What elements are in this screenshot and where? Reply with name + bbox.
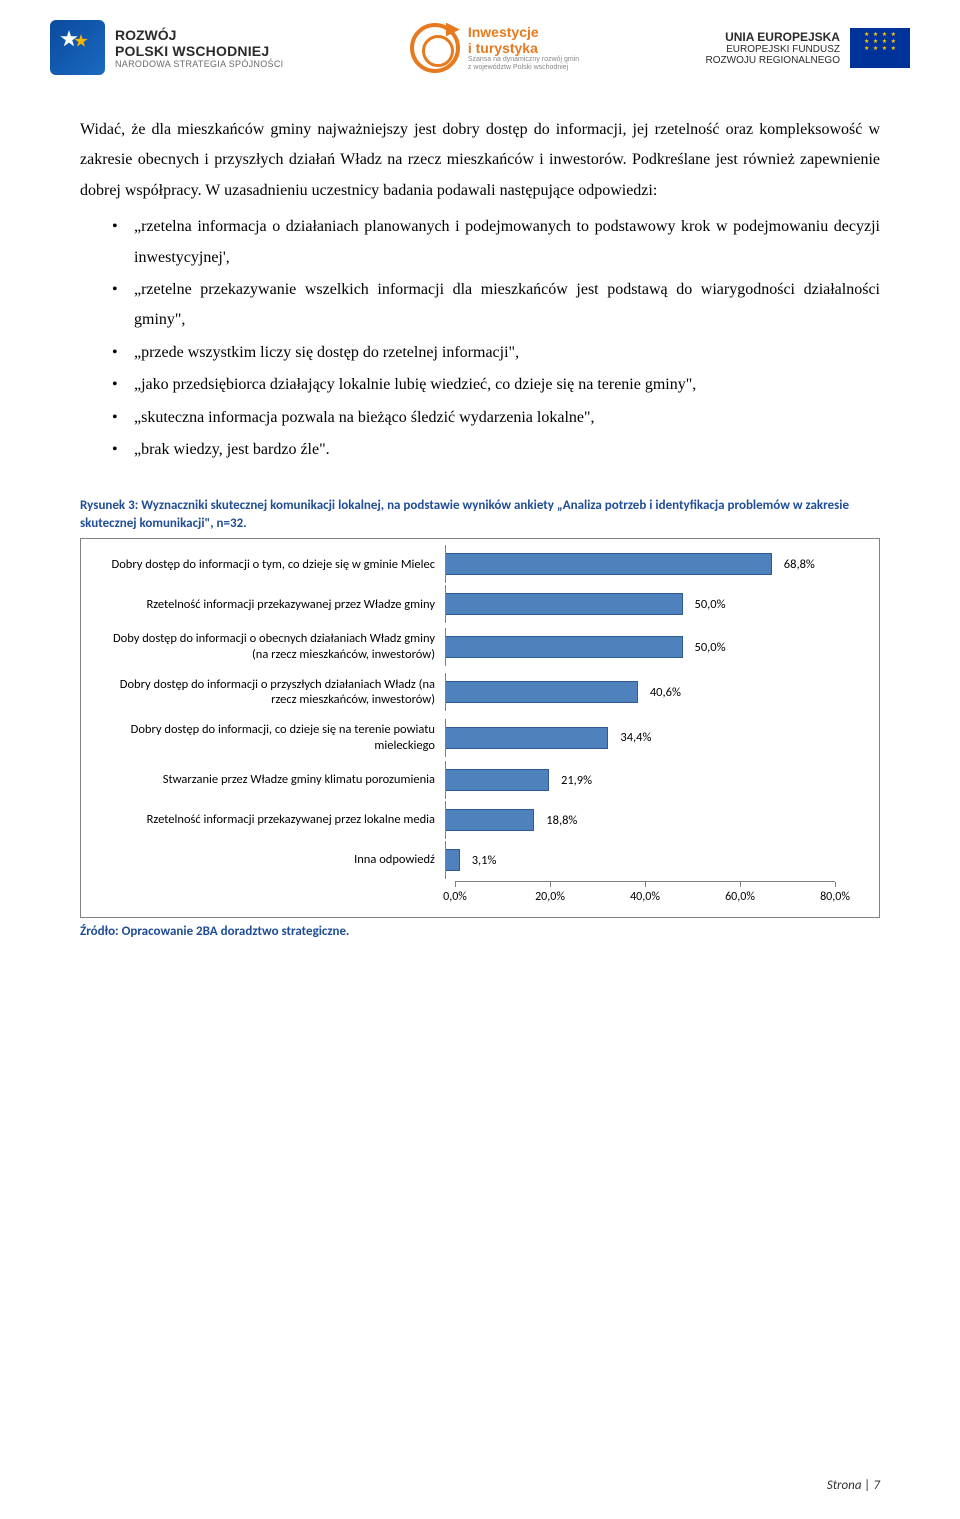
figure-caption: Rysunek 3: Wyznaczniki skutecznej komuni… bbox=[0, 467, 960, 538]
chart-bar-value: 3,1% bbox=[472, 853, 497, 868]
chart-bar-value: 50,0% bbox=[695, 597, 726, 612]
body-content: Widać, że dla mieszkańców gminy najważni… bbox=[0, 85, 960, 465]
logo-mid-text: Inwestycje i turystyka Szansa na dynamic… bbox=[468, 24, 579, 71]
chart-x-axis: 0,0%20,0%40,0%60,0%80,0% bbox=[455, 881, 835, 907]
eu-flag-icon bbox=[850, 28, 910, 68]
chart-zero-line bbox=[445, 801, 446, 839]
chart-tick-mark bbox=[645, 882, 646, 887]
chart-row: Doby dostęp do informacji o obecnych dzi… bbox=[95, 631, 865, 662]
stars-logo-icon bbox=[50, 20, 105, 75]
chart-bar-cell: 40,6% bbox=[445, 679, 865, 705]
logo-left-line2: POLSKI WSCHODNIEJ bbox=[115, 43, 283, 59]
page-header: ROZWÓJ POLSKI WSCHODNIEJ NARODOWA STRATE… bbox=[0, 0, 960, 85]
chart-row: Dobry dostęp do informacji o tym, co dzi… bbox=[95, 551, 865, 577]
chart-bar-value: 21,9% bbox=[561, 773, 592, 788]
chart-bar bbox=[445, 636, 683, 658]
chart-row: Dobry dostęp do informacji, co dzieje si… bbox=[95, 722, 865, 753]
chart-zero-line bbox=[445, 673, 446, 711]
chart-bar-value: 18,8% bbox=[546, 813, 577, 828]
chart-zero-line bbox=[445, 719, 446, 757]
chart-tick-mark bbox=[835, 882, 836, 887]
chart-bar bbox=[445, 681, 638, 703]
chart-bar-label: Stwarzanie przez Władze gminy klimatu po… bbox=[95, 772, 445, 788]
chart-bar bbox=[445, 769, 549, 791]
chart-row: Inna odpowiedź 3,1% bbox=[95, 847, 865, 873]
logo-right-text: UNIA EUROPEJSKA EUROPEJSKI FUNDUSZ ROZWO… bbox=[706, 30, 840, 66]
chart-tick-label: 0,0% bbox=[443, 890, 467, 904]
logo-mid-line3b: z województw Polski wschodniej bbox=[468, 64, 579, 72]
logo-right: UNIA EUROPEJSKA EUROPEJSKI FUNDUSZ ROZWO… bbox=[706, 28, 910, 68]
bullet-list: „rzetelna informacja o działaniach plano… bbox=[80, 212, 880, 465]
logo-left-text: ROZWÓJ POLSKI WSCHODNIEJ NARODOWA STRATE… bbox=[115, 27, 283, 69]
chart-bar-label: Rzetelność informacji przekazywanej prze… bbox=[95, 597, 445, 613]
chart-bar bbox=[445, 849, 460, 871]
chart-tick-mark bbox=[550, 882, 551, 887]
figure-source: Źródło: Opracowanie 2BA doradztwo strate… bbox=[0, 918, 960, 939]
intro-paragraph: Widać, że dla mieszkańców gminy najważni… bbox=[80, 115, 880, 206]
chart-bar-label: Dobry dostęp do informacji o przyszłych … bbox=[95, 677, 445, 708]
chart-bar-cell: 18,8% bbox=[445, 807, 865, 833]
bar-chart: Dobry dostęp do informacji o tym, co dzi… bbox=[80, 538, 880, 918]
chart-bar-label: Dobry dostęp do informacji, co dzieje si… bbox=[95, 722, 445, 753]
list-item: „przede wszystkim liczy się dostęp do rz… bbox=[112, 338, 880, 368]
chart-bar-cell: 68,8% bbox=[445, 551, 865, 577]
logo-right-line1: UNIA EUROPEJSKA bbox=[706, 30, 840, 44]
logo-mid-line3a: Szansa na dynamiczny rozwój gmin bbox=[468, 56, 579, 64]
logo-mid-line1: Inwestycje bbox=[468, 24, 579, 40]
list-item: „jako przedsiębiorca działający lokalnie… bbox=[112, 370, 880, 400]
chart-tick-mark bbox=[455, 882, 456, 887]
compass-logo-icon bbox=[410, 23, 460, 73]
chart-bar-cell: 3,1% bbox=[445, 847, 865, 873]
chart-zero-line bbox=[445, 545, 446, 583]
chart-tick-label: 80,0% bbox=[820, 890, 850, 904]
logo-middle: Inwestycje i turystyka Szansa na dynamic… bbox=[410, 23, 579, 73]
chart-row: Rzetelność informacji przekazywanej prze… bbox=[95, 807, 865, 833]
chart-bar-cell: 21,9% bbox=[445, 767, 865, 793]
logo-left-line3: NARODOWA STRATEGIA SPÓJNOŚCI bbox=[115, 59, 283, 69]
chart-bar-label: Inna odpowiedź bbox=[95, 852, 445, 868]
chart-bar-value: 50,0% bbox=[695, 640, 726, 655]
chart-row: Rzetelność informacji przekazywanej prze… bbox=[95, 591, 865, 617]
list-item: „brak wiedzy, jest bardzo źle". bbox=[112, 435, 880, 465]
page-number: Strona | 7 bbox=[827, 1478, 880, 1493]
chart-bar-label: Rzetelność informacji przekazywanej prze… bbox=[95, 812, 445, 828]
chart-zero-line bbox=[445, 761, 446, 799]
chart-bar bbox=[445, 553, 772, 575]
chart-bar-value: 34,4% bbox=[620, 730, 651, 745]
chart-bar-label: Doby dostęp do informacji o obecnych dzi… bbox=[95, 631, 445, 662]
chart-bar-cell: 50,0% bbox=[445, 591, 865, 617]
chart-tick-mark bbox=[740, 882, 741, 887]
chart-tick-label: 20,0% bbox=[535, 890, 565, 904]
chart-bar-label: Dobry dostęp do informacji o tym, co dzi… bbox=[95, 557, 445, 573]
logo-left: ROZWÓJ POLSKI WSCHODNIEJ NARODOWA STRATE… bbox=[50, 20, 283, 75]
list-item: „skuteczna informacja pozwala na bieżąco… bbox=[112, 403, 880, 433]
chart-bar-value: 40,6% bbox=[650, 685, 681, 700]
chart-bar-cell: 34,4% bbox=[445, 725, 865, 751]
chart-bar bbox=[445, 727, 608, 749]
chart-zero-line bbox=[445, 841, 446, 879]
chart-zero-line bbox=[445, 585, 446, 623]
logo-left-line1: ROZWÓJ bbox=[115, 27, 283, 43]
chart-bar-cell: 50,0% bbox=[445, 634, 865, 660]
chart-bar-value: 68,8% bbox=[784, 557, 815, 572]
chart-row: Dobry dostęp do informacji o przyszłych … bbox=[95, 677, 865, 708]
list-item: „rzetelne przekazywanie wszelkich inform… bbox=[112, 275, 880, 336]
chart-tick-label: 40,0% bbox=[630, 890, 660, 904]
chart-tick-label: 60,0% bbox=[725, 890, 755, 904]
chart-zero-line bbox=[445, 628, 446, 666]
chart-row: Stwarzanie przez Władze gminy klimatu po… bbox=[95, 767, 865, 793]
logo-mid-line2: i turystyka bbox=[468, 40, 579, 56]
chart-bar bbox=[445, 593, 683, 615]
chart-rows: Dobry dostęp do informacji o tym, co dzi… bbox=[95, 551, 865, 873]
logo-right-line3: ROZWOJU REGIONALNEGO bbox=[706, 55, 840, 66]
list-item: „rzetelna informacja o działaniach plano… bbox=[112, 212, 880, 273]
logo-right-line2: EUROPEJSKI FUNDUSZ bbox=[706, 44, 840, 55]
chart-bar bbox=[445, 809, 534, 831]
